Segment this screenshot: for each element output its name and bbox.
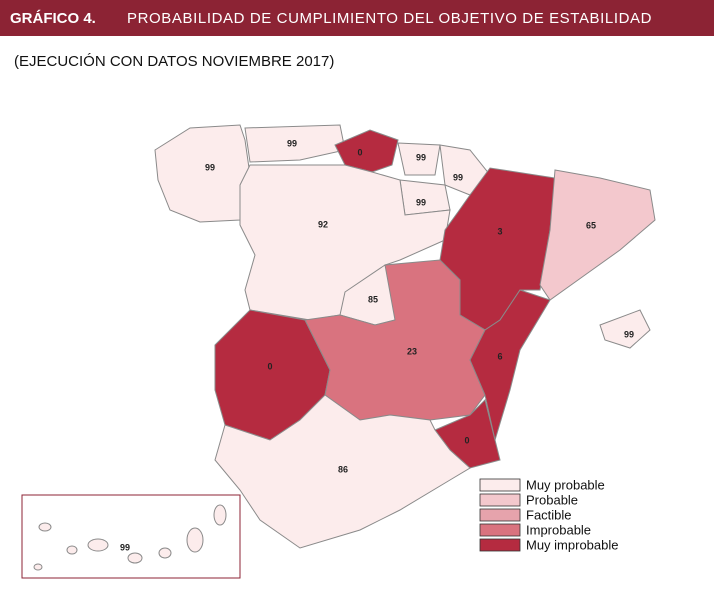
island: [158, 547, 172, 559]
region-value: 99: [624, 329, 634, 339]
legend-swatch: [479, 493, 521, 507]
region-value: 0: [267, 361, 272, 371]
legend-label: Muy probable: [526, 477, 605, 492]
region: [154, 124, 251, 223]
island: [66, 545, 78, 555]
region: [397, 142, 441, 176]
region-value: 99: [205, 162, 215, 172]
island: [213, 504, 227, 526]
region-value: 85: [368, 294, 378, 304]
header-bar: [0, 0, 714, 36]
region-value: 86: [338, 464, 348, 474]
region: [469, 289, 551, 442]
island: [87, 538, 109, 552]
region: [214, 394, 471, 549]
legend: Muy probableProbableFactibleImprobableMu…: [479, 477, 619, 552]
legend-label: Probable: [526, 492, 578, 507]
legend-swatch: [479, 478, 521, 492]
region-value: 99: [453, 172, 463, 182]
region-value: 92: [318, 219, 328, 229]
region-value: 6: [497, 351, 502, 361]
region: [539, 169, 656, 301]
region: [244, 124, 346, 163]
region-value: 99: [287, 138, 297, 148]
canarias-box: [21, 494, 241, 579]
island: [33, 563, 43, 571]
header-label: GRÁFICO 4.: [10, 10, 96, 27]
region-value: 99: [416, 152, 426, 162]
region-value: 23: [407, 346, 417, 356]
region-value: 65: [586, 220, 596, 230]
region-value: 0: [357, 147, 362, 157]
region-value: 99: [416, 197, 426, 207]
legend-swatch: [479, 508, 521, 522]
map: 99 99 0 99 99 99 92 85 3 65 99 0 23 6 0 86 99: [33, 124, 656, 571]
subtitle: (EJECUCIÓN CON DATOS NOVIEMBRE 2017): [14, 53, 334, 70]
region: [599, 309, 651, 349]
legend-label: Muy improbable: [526, 537, 619, 552]
header-title: PROBABILIDAD DE CUMPLIMIENTO DEL OBJETIV…: [127, 10, 652, 27]
legend-swatch: [479, 538, 521, 552]
island: [186, 527, 204, 553]
region-value: 0: [464, 435, 469, 445]
legend-label: Factible: [526, 507, 572, 522]
island: [38, 522, 52, 532]
region-value: 3: [497, 226, 502, 236]
island: [127, 552, 143, 564]
region-value: 99: [120, 542, 130, 552]
legend-label: Improbable: [526, 522, 591, 537]
legend-swatch: [479, 523, 521, 537]
